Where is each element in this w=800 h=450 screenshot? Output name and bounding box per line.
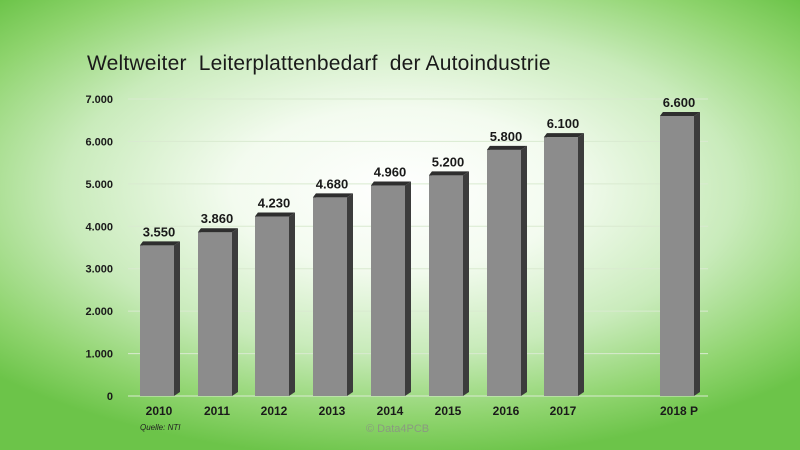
bar: [429, 171, 469, 396]
x-axis-ticks: 2010 2011 2012 2013 2014 2015 2016 2017 2018 P: [146, 404, 698, 418]
bar: [544, 133, 584, 396]
bar-top: [255, 212, 295, 217]
data-label: 5.800: [490, 129, 523, 144]
data-label: 3.550: [143, 224, 176, 239]
x-tick-label: 2010: [146, 404, 173, 418]
bar: [487, 145, 527, 396]
y-tick-label: 3.000: [85, 264, 113, 276]
x-tick-label: 2011: [204, 404, 230, 418]
bar-right-side: [405, 181, 411, 396]
bar: [198, 228, 238, 396]
bars: [140, 111, 700, 396]
bar-right-side: [347, 193, 353, 396]
bar-right-side: [694, 111, 700, 396]
bar-right-side: [463, 171, 469, 396]
y-tick-label: 4.000: [85, 221, 113, 233]
bar-top: [371, 181, 411, 186]
bar-top: [140, 241, 180, 246]
data-label: 4.960: [374, 165, 407, 180]
bar: [140, 241, 180, 396]
x-tick-label: 2013: [319, 404, 346, 418]
data-label: 6.600: [663, 95, 696, 110]
y-axis: 0 1.000 2.000 3.000 4.000 5.000 6.000 7.000: [85, 94, 113, 403]
y-tick-label: 1.000: [85, 349, 113, 361]
bar-right-side: [174, 241, 180, 396]
bar-front: [429, 175, 463, 396]
copyright-note: © Data4PCB: [366, 423, 430, 435]
data-label: 3.860: [201, 211, 234, 226]
x-tick-label: 2016: [493, 404, 520, 418]
x-tick-label: 2018 P: [660, 404, 698, 418]
bar-front: [544, 137, 578, 396]
y-tick-label: 0: [107, 391, 113, 403]
bar-front: [313, 197, 347, 396]
bar-front: [255, 216, 289, 396]
bar: [255, 212, 295, 396]
bar-top: [544, 133, 584, 138]
source-note: Quelle: NTI: [140, 423, 181, 432]
bar-front: [140, 245, 174, 396]
bar-right-side: [521, 145, 527, 396]
bar: [313, 193, 353, 396]
x-tick-label: 2017: [550, 404, 577, 418]
data-label: 4.680: [316, 176, 349, 191]
bar-right-side: [232, 228, 238, 396]
bar-top: [313, 193, 353, 198]
chart-title: Weltweiter Leiterplattenbedarf der Autoi…: [87, 52, 551, 75]
data-label: 6.100: [547, 116, 580, 131]
bar-front: [371, 185, 405, 396]
bar-top: [429, 171, 469, 176]
x-tick-label: 2014: [377, 404, 404, 418]
bar-front: [660, 115, 694, 396]
y-tick-label: 7.000: [85, 94, 113, 106]
bar: [660, 111, 700, 396]
y-tick-label: 5.000: [85, 179, 113, 191]
y-tick-label: 6.000: [85, 136, 113, 148]
x-tick-label: 2012: [261, 404, 288, 418]
y-tick-label: 2.000: [85, 306, 113, 318]
data-label: 5.200: [432, 154, 465, 169]
bar-top: [198, 228, 238, 233]
bar-front: [198, 232, 232, 396]
x-tick-label: 2015: [435, 404, 462, 418]
bar-top: [660, 111, 700, 116]
bar-top: [487, 145, 527, 150]
data-labels: 3.550 3.860 4.230 4.680 4.960 5.200 5.800 6.100…: [143, 95, 696, 239]
bar: [371, 181, 411, 396]
bar-right-side: [578, 133, 584, 396]
bar-right-side: [289, 212, 295, 396]
bar-front: [487, 149, 521, 396]
data-label: 4.230: [258, 196, 291, 211]
